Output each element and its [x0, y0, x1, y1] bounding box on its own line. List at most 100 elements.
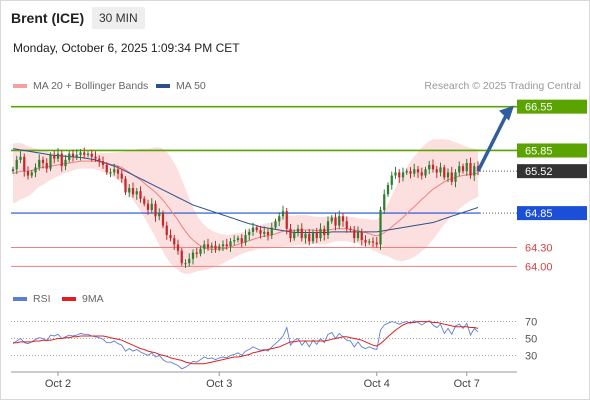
candle-body-15: [68, 153, 71, 160]
level-tag-3: [517, 206, 587, 221]
timeframe-badge[interactable]: 30 MIN: [92, 7, 145, 29]
candle-body-28: [116, 169, 120, 174]
candle-body-102: [394, 172, 397, 176]
candle-body-122: [469, 163, 472, 176]
candle-body-63: [248, 231, 251, 236]
candle-body-47: [188, 258, 191, 264]
x-tick-label-1: Oct 3: [206, 378, 232, 390]
candle-body-64: [251, 227, 255, 232]
candle-body-117: [450, 172, 453, 182]
candle-body-56: [221, 244, 225, 247]
candle-body-93: [360, 231, 363, 241]
level-label-5: 64.00: [525, 261, 553, 273]
candle-body-20: [86, 153, 90, 155]
candle-body-70: [274, 221, 277, 228]
candle-body-121: [465, 163, 468, 172]
rsi-ma-line: [13, 321, 479, 365]
legend-rsi-ma-swatch: [62, 297, 76, 301]
level-label-3: 64.85: [525, 208, 553, 220]
candle-body-107: [413, 169, 416, 174]
candle-body-90: [349, 228, 352, 231]
candle-body-123: [473, 166, 476, 176]
candle-body-24: [101, 161, 105, 165]
candle-body-55: [218, 246, 221, 249]
candle-body-80: [311, 231, 315, 242]
candle-body-53: [210, 245, 213, 248]
candle-body-57: [225, 244, 228, 247]
candle-body-75: [293, 231, 296, 239]
candle-body-27: [113, 169, 116, 173]
candle-body-79: [308, 233, 311, 242]
candle-body-71: [278, 216, 281, 222]
candle-body-101: [390, 175, 393, 185]
candle-body-16: [71, 153, 75, 157]
candle-body-17: [75, 154, 78, 157]
candle-body-77: [300, 228, 303, 239]
x-tick-label-2: Oct 4: [364, 378, 390, 390]
candle-body-83: [323, 228, 326, 236]
candle-body-21: [90, 153, 93, 157]
candle-body-31: [128, 188, 131, 193]
candle-body-98: [379, 209, 382, 245]
rsi-tick-50: 50: [525, 334, 537, 346]
legend-ma50-label: MA 50: [176, 80, 206, 92]
candle-body-54: [214, 245, 217, 249]
candle-body-87: [338, 216, 341, 226]
legend-ma20-label: MA 20 + Bollinger Bands: [33, 80, 149, 92]
candle-body-30: [124, 178, 127, 193]
candle-body-39: [158, 213, 161, 217]
x-tick-label-0: Oct 2: [45, 378, 71, 390]
candle-body-88: [341, 216, 345, 222]
candle-body-4: [26, 171, 30, 176]
candle-body-5: [30, 172, 33, 176]
legend-ma50: MA 50: [156, 80, 206, 92]
candle-body-48: [191, 252, 195, 259]
candle-body-118: [454, 172, 457, 182]
candle-body-19: [83, 152, 86, 155]
candle-body-94: [364, 240, 367, 243]
candle-body-115: [443, 167, 446, 178]
candle-body-62: [244, 235, 247, 243]
candle-body-45: [180, 250, 183, 264]
candle-body-67: [263, 231, 266, 234]
candle-body-46: [184, 263, 187, 265]
candle-body-65: [255, 227, 258, 231]
legend-rsi-ma-label: 9MA: [82, 293, 104, 305]
candle-body-25: [105, 164, 108, 173]
candle-body-91: [353, 230, 356, 239]
candle-body-78: [304, 233, 307, 239]
candle-body-97: [375, 242, 378, 245]
candle-body-114: [439, 167, 442, 173]
x-tick-label-3: Oct 7: [454, 378, 480, 390]
candle-body-36: [146, 203, 150, 210]
candle-body-112: [431, 164, 435, 170]
candle-body-72: [281, 211, 285, 217]
candle-body-95: [368, 241, 371, 243]
candle-body-34: [139, 191, 142, 199]
candle-body-76: [296, 228, 300, 232]
candle-body-109: [420, 172, 423, 176]
candle-body-14: [64, 159, 67, 167]
candle-body-120: [461, 166, 465, 172]
candle-body-84: [326, 221, 330, 236]
candle-body-106: [409, 171, 412, 174]
candle-body-23: [98, 158, 101, 162]
candle-body-8: [41, 159, 45, 164]
credit-text: Research © 2025 Trading Central: [424, 80, 581, 92]
candle-body-113: [435, 169, 438, 173]
candle-body-119: [458, 166, 461, 173]
candle-body-11: [53, 154, 56, 159]
candle-body-51: [203, 244, 206, 249]
legend-ma50-swatch: [156, 84, 170, 88]
candle-body-6: [34, 167, 37, 173]
candle-body-89: [345, 221, 348, 229]
bollinger-band: [13, 139, 478, 274]
candle-body-50: [199, 248, 202, 254]
instrument-title: Brent (ICE): [11, 10, 85, 26]
candle-body-33: [135, 191, 138, 195]
candle-body-92: [356, 231, 360, 239]
candle-body-103: [398, 172, 401, 178]
candle-body-86: [334, 217, 337, 226]
